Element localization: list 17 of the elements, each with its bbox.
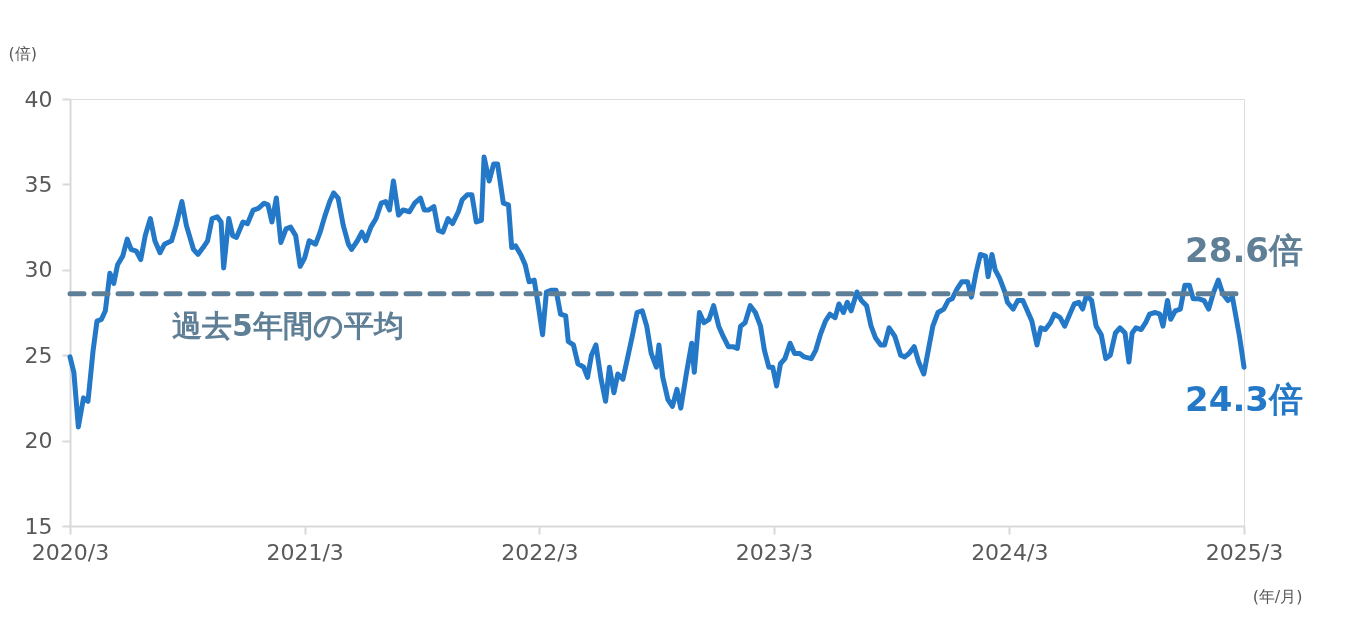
x-tick-label: 2025/3 — [1205, 539, 1284, 565]
y-tick-label: 15 — [24, 513, 53, 539]
y-tick-label: 20 — [24, 428, 53, 454]
x-tick-label: 2021/3 — [266, 539, 344, 565]
y-tick-label: 35 — [24, 171, 53, 197]
annotation: 24.3倍 — [1185, 379, 1303, 420]
y-tick-label: 25 — [24, 342, 53, 368]
annotation: 過去5年間の平均 — [172, 307, 404, 343]
y-tick-label: 40 — [24, 86, 53, 112]
x-tick-label: 2023/3 — [735, 539, 814, 565]
x-tick-label: 2022/3 — [501, 539, 579, 565]
x-tick-label: 2020/3 — [31, 539, 110, 565]
y-tick-label: 30 — [24, 257, 53, 283]
y-axis-title: (倍) — [8, 43, 37, 63]
x-tick-label: 2024/3 — [971, 539, 1049, 565]
ref-line-label: 28.6倍 — [1185, 229, 1303, 270]
x-axis-title: (年/月) — [1252, 586, 1303, 606]
